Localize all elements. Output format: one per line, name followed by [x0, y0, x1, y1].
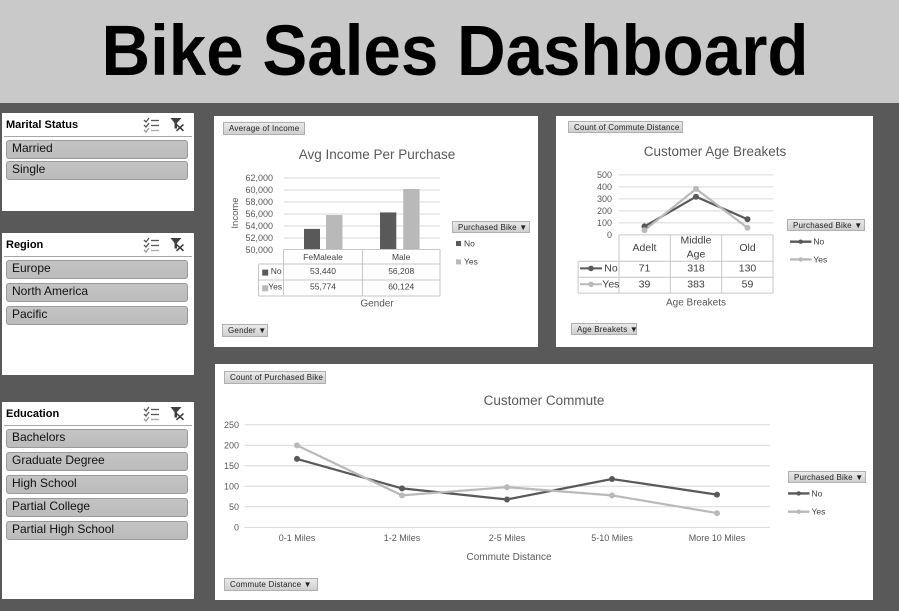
svg-text:53,440: 53,440 [310, 266, 336, 276]
svg-text:200: 200 [597, 206, 612, 216]
svg-text:Avg Income Per Purchase: Avg Income Per Purchase [299, 147, 456, 162]
svg-text:Age Breakets: Age Breakets [666, 298, 726, 309]
svg-text:58,000: 58,000 [245, 197, 273, 207]
svg-text:60,000: 60,000 [245, 185, 273, 195]
svg-text:100: 100 [224, 482, 239, 492]
svg-text:200: 200 [224, 440, 239, 450]
svg-text:50,000: 50,000 [245, 245, 273, 255]
svg-text:Middle: Middle [681, 235, 712, 247]
svg-text:56,208: 56,208 [388, 266, 414, 276]
svg-text:100: 100 [597, 218, 612, 228]
svg-text:0: 0 [234, 523, 239, 533]
svg-text:Yes: Yes [268, 282, 282, 292]
svg-text:130: 130 [739, 263, 757, 275]
svg-text:Yes: Yes [464, 256, 478, 266]
svg-text:50: 50 [229, 502, 239, 512]
svg-text:300: 300 [597, 194, 612, 204]
svg-text:55,774: 55,774 [310, 282, 336, 292]
svg-text:Customer Commute: Customer Commute [484, 393, 605, 408]
svg-text:Old: Old [739, 242, 756, 254]
svg-text:Adelt: Adelt [633, 242, 657, 254]
svg-text:60,124: 60,124 [388, 282, 414, 292]
svg-text:Yes: Yes [812, 507, 826, 517]
svg-text:59: 59 [742, 279, 754, 291]
svg-text:Yes: Yes [602, 279, 619, 291]
svg-text:0-1 Miles: 0-1 Miles [279, 533, 316, 543]
svg-text:400: 400 [597, 182, 612, 192]
svg-text:No: No [812, 488, 823, 498]
svg-text:Income: Income [230, 197, 241, 228]
svg-text:383: 383 [687, 279, 705, 291]
svg-text:39: 39 [639, 279, 651, 291]
svg-text:No: No [464, 238, 475, 248]
svg-text:250: 250 [224, 420, 239, 430]
svg-text:54,000: 54,000 [245, 221, 273, 231]
svg-text:No: No [604, 263, 618, 275]
svg-text:Commute Distance: Commute Distance [466, 552, 551, 563]
svg-text:52,000: 52,000 [245, 233, 273, 243]
svg-text:500: 500 [597, 170, 612, 180]
svg-text:56,000: 56,000 [245, 209, 273, 219]
svg-text:5-10 Miles: 5-10 Miles [591, 533, 633, 543]
svg-text:1-2 Miles: 1-2 Miles [384, 533, 421, 543]
svg-text:Male: Male [392, 252, 411, 262]
svg-text:62,000: 62,000 [245, 173, 273, 183]
svg-text:0: 0 [607, 230, 612, 240]
svg-text:318: 318 [687, 263, 705, 275]
svg-text:71: 71 [639, 263, 651, 275]
svg-text:No: No [813, 237, 824, 247]
svg-text:Yes: Yes [813, 254, 827, 264]
svg-text:No: No [271, 266, 282, 276]
svg-text:150: 150 [224, 461, 239, 471]
svg-text:Customer Age Breakets: Customer Age Breakets [644, 144, 787, 159]
svg-text:Age: Age [687, 249, 706, 261]
svg-text:2-5 Miles: 2-5 Miles [489, 533, 526, 543]
svg-text:More 10 Miles: More 10 Miles [689, 533, 746, 543]
svg-text:Gender: Gender [360, 299, 394, 310]
svg-text:FeMaleale: FeMaleale [303, 252, 343, 262]
